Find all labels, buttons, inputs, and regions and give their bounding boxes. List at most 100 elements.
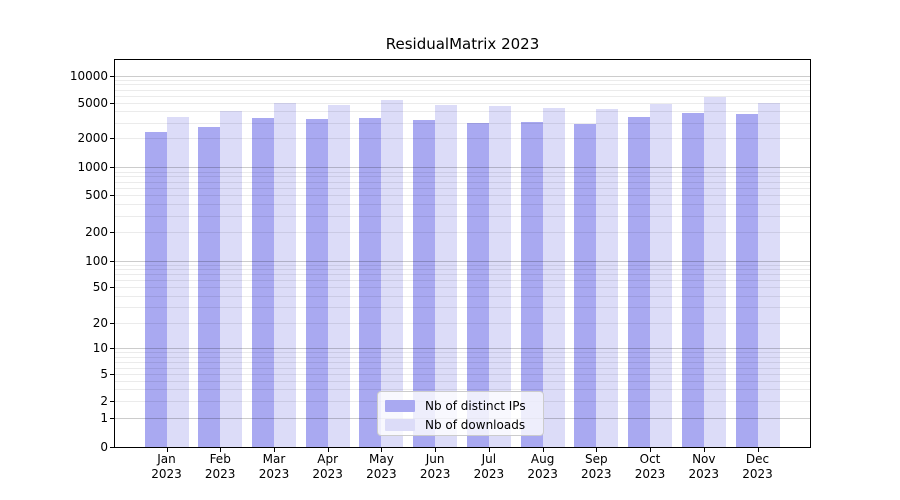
y-axis-tick-label: 20 xyxy=(92,316,108,331)
legend-swatch-distinct-ips xyxy=(385,399,415,412)
gridline-minor xyxy=(115,176,810,178)
x-axis-tick xyxy=(703,448,705,452)
gridline-major xyxy=(115,348,810,350)
gridline-minor xyxy=(115,187,810,189)
x-axis-tick-label-line: 2023 xyxy=(742,467,773,481)
gridline-minor xyxy=(115,296,810,298)
y-axis-tick xyxy=(110,261,114,262)
x-axis-tick-label-line: 2023 xyxy=(366,467,397,481)
gridline-minor xyxy=(115,89,810,91)
bar-distinct-ips-sep xyxy=(574,124,597,447)
x-axis-tick-label-line: Feb xyxy=(209,452,231,466)
bar-distinct-ips-nov xyxy=(681,113,704,447)
y-axis-tick-label: 100 xyxy=(85,253,108,268)
x-axis-tick-label: Sep 2023 xyxy=(566,452,626,482)
x-axis-tick-label: Oct 2023 xyxy=(620,452,680,482)
x-axis-tick-label-line: Sep xyxy=(584,452,608,466)
x-axis-tick-label-line: 2023 xyxy=(581,467,612,481)
bar-distinct-ips-jun xyxy=(413,119,436,447)
bar-distinct-ips-jan xyxy=(144,132,167,447)
gridline-minor xyxy=(115,231,810,233)
bar-distinct-ips-dec xyxy=(735,114,758,447)
x-axis-tick-label: Apr 2023 xyxy=(298,452,358,482)
bar-downloads-nov xyxy=(703,96,726,447)
gridline-minor xyxy=(115,361,810,363)
bar-downloads-feb xyxy=(220,111,243,447)
x-axis-tick-label-line: 2023 xyxy=(151,467,182,481)
x-axis-tick-label: Dec 2023 xyxy=(728,452,788,482)
bar-distinct-ips-mar xyxy=(252,118,274,447)
gridline-minor xyxy=(115,380,810,382)
legend-swatch-downloads xyxy=(385,418,415,431)
x-axis-tick-label-line: Aug xyxy=(530,452,555,466)
x-axis-tick-label-line: 2023 xyxy=(688,467,720,481)
y-axis-tick-label: 2 xyxy=(100,394,108,408)
y-axis-tick xyxy=(110,138,114,139)
gridline-minor xyxy=(115,352,810,354)
gridline-minor xyxy=(115,138,810,140)
gridline-minor xyxy=(115,280,810,282)
y-axis-tick-label: 1 xyxy=(100,410,108,425)
x-axis-tick-label: Jul 2023 xyxy=(459,452,519,482)
x-axis-tick xyxy=(757,448,759,452)
x-axis-tick-label: Jun 2023 xyxy=(405,452,465,482)
bar-distinct-ips-feb xyxy=(198,126,221,447)
y-axis-tick xyxy=(110,232,114,233)
y-axis-tick-label: 0 xyxy=(100,440,108,454)
x-axis-tick-label-line: 2023 xyxy=(419,467,451,481)
x-axis-tick-label-line: Jun xyxy=(425,452,445,466)
gridline-minor xyxy=(115,204,810,205)
x-axis-tick-label: Jan 2023 xyxy=(137,452,197,482)
legend-label-distinct-ips: Nb of distinct IPs xyxy=(425,398,526,413)
x-axis-tick-label-line: Nov xyxy=(692,452,716,466)
x-axis-tick-label-line: 2023 xyxy=(634,467,666,481)
x-axis-tick-label: May 2023 xyxy=(351,452,411,482)
y-axis-tick-label: 10 xyxy=(92,341,108,356)
y-axis-tick xyxy=(110,323,114,324)
bar-downloads-jun xyxy=(435,105,458,447)
y-axis-tick xyxy=(110,195,114,196)
gridline-minor xyxy=(115,171,810,173)
gridline-major xyxy=(115,260,810,262)
bar-downloads-aug xyxy=(542,107,565,447)
bar-distinct-ips-jul xyxy=(466,122,489,447)
x-axis-tick xyxy=(381,448,383,452)
x-axis-tick-label-line: 2023 xyxy=(204,467,236,481)
y-axis-tick-label: 5000 xyxy=(77,95,108,110)
x-axis-tick-label-line: May xyxy=(368,452,394,466)
y-axis-tick xyxy=(110,167,114,168)
y-axis-tick-label: 200 xyxy=(85,224,108,239)
x-axis-tick-label-line: Dec xyxy=(745,452,770,466)
x-axis-tick-label-line: 2023 xyxy=(473,467,505,481)
gridline-minor xyxy=(115,356,810,358)
x-axis-tick-label-line: Jul xyxy=(481,452,497,466)
gridline-minor xyxy=(115,215,810,217)
bar-distinct-ips-may xyxy=(359,117,382,447)
bar-downloads-dec xyxy=(757,102,780,447)
x-axis-tick-label-line: Jan xyxy=(157,452,176,466)
x-axis-tick xyxy=(327,448,329,452)
x-axis-tick-label-line: 2023 xyxy=(258,467,290,481)
y-axis-tick xyxy=(110,418,114,419)
bar-distinct-ips-oct xyxy=(628,117,650,447)
gridline-minor xyxy=(115,84,810,86)
bar-downloads-mar xyxy=(274,102,296,447)
gridline-major xyxy=(115,167,810,169)
x-axis-tick-label: Mar 2023 xyxy=(244,452,304,482)
y-axis-tick xyxy=(110,103,114,104)
gridline-minor xyxy=(115,102,810,104)
y-axis-tick-label: 500 xyxy=(85,188,108,202)
legend-item-distinct-ips: Nb of distinct IPs xyxy=(385,396,543,415)
x-axis-tick xyxy=(542,448,544,452)
gridline-minor xyxy=(115,287,810,289)
legend-item-downloads: Nb of downloads xyxy=(385,415,543,434)
gridline-minor xyxy=(115,367,810,369)
gridline-major xyxy=(115,75,810,77)
x-axis-tick-label: Nov 2023 xyxy=(674,452,734,482)
gridline-minor xyxy=(115,269,810,271)
y-axis-tick-label: 50 xyxy=(92,280,108,295)
x-axis-tick-label: Aug 2023 xyxy=(513,452,573,482)
x-axis-tick xyxy=(220,448,222,452)
x-axis-tick-label-line: Oct xyxy=(639,452,661,466)
y-axis-tick xyxy=(110,447,114,448)
